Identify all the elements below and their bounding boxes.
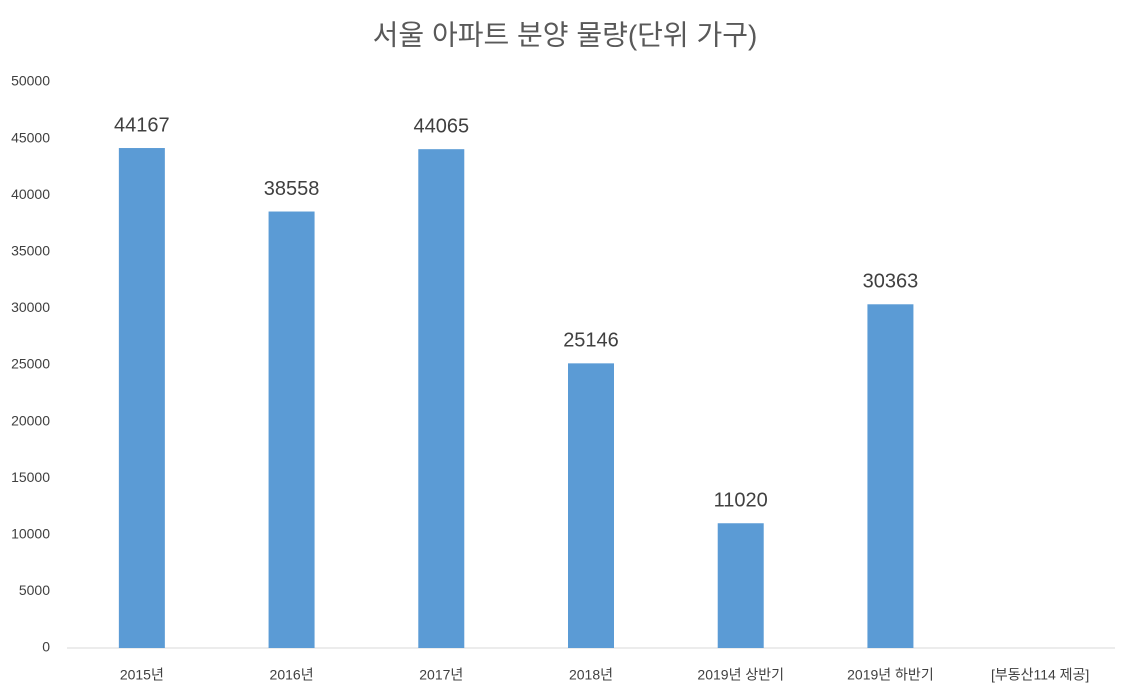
bar [568, 363, 614, 648]
x-tick-label: [부동산114 제공] [991, 667, 1089, 683]
y-tick-label: 45000 [11, 129, 50, 145]
y-tick-label: 20000 [11, 412, 50, 428]
value-label: 30363 [863, 271, 919, 293]
bar [418, 149, 465, 648]
value-label: 11020 [714, 490, 768, 512]
value-label: 38558 [264, 178, 320, 200]
y-tick-label: 10000 [11, 526, 50, 542]
y-tick-label: 30000 [11, 299, 50, 315]
y-tick-label: 0 [42, 639, 50, 655]
value-label: 44167 [114, 114, 170, 136]
y-tick-label: 40000 [11, 186, 50, 202]
y-tick-label: 35000 [11, 243, 50, 259]
x-tick-label: 2017년 [419, 667, 463, 683]
value-label: 25146 [563, 330, 619, 352]
y-tick-label: 25000 [11, 356, 50, 372]
y-tick-label: 50000 [11, 73, 50, 89]
x-tick-label: 2018년 [569, 667, 613, 683]
y-tick-label: 15000 [11, 469, 50, 485]
y-tick-label: 5000 [19, 582, 50, 598]
chart-title: 서울 아파트 분양 물량(단위 가구) [373, 19, 758, 50]
value-label: 44065 [413, 115, 469, 137]
x-tick-label: 2019년 하반기 [847, 667, 934, 683]
x-tick-label: 2015년 [120, 667, 164, 683]
x-tick-label: 2016년 [270, 667, 314, 683]
bar [717, 523, 764, 648]
bar [867, 304, 914, 648]
bar [118, 148, 165, 649]
bar [268, 211, 315, 648]
x-tick-label: 2019년 상반기 [697, 667, 784, 683]
